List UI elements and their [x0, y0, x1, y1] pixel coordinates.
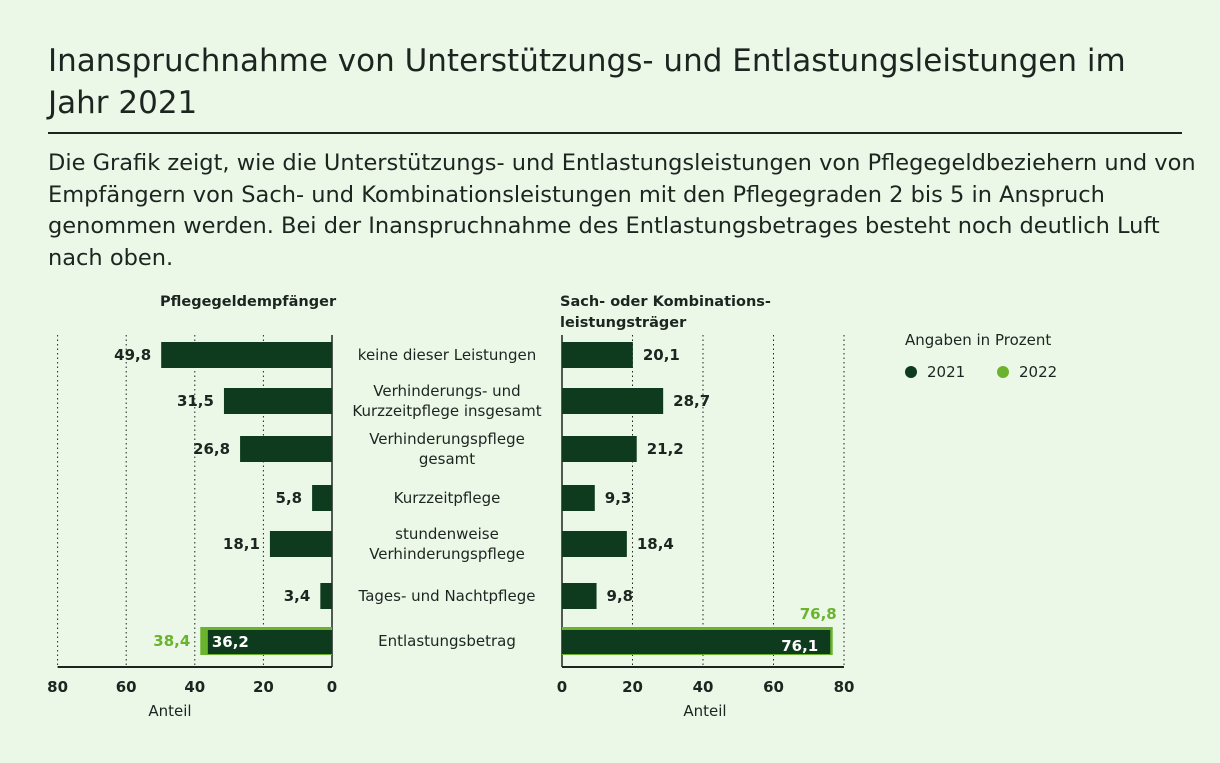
legend-item-2022: 2022 — [997, 363, 1057, 381]
right-tick-label: 40 — [693, 678, 714, 696]
bar-2021 — [312, 485, 332, 511]
bar-2021 — [320, 583, 332, 609]
left-tick-label: 40 — [184, 678, 205, 696]
right-tick-label: 0 — [557, 678, 567, 696]
right-panel-title-line2: leistungsträger — [560, 315, 687, 331]
right-tick-label: 80 — [834, 678, 855, 696]
data-label-2021: 28,7 — [673, 392, 710, 410]
bar-2021 — [562, 436, 637, 462]
bar-2021 — [562, 388, 664, 414]
data-label-2021: 5,8 — [276, 489, 303, 507]
category-label: keine dieser Leistungen — [358, 346, 536, 364]
bar-2021 — [562, 485, 595, 511]
right-tick-label: 20 — [622, 678, 643, 696]
data-label-2021: 9,8 — [607, 587, 634, 605]
bar-2021 — [240, 436, 332, 462]
bar-2021 — [269, 531, 332, 557]
right-tick-label: 60 — [763, 678, 784, 696]
bar-2021 — [161, 342, 332, 368]
bar-2021 — [562, 630, 831, 654]
category-label: Kurzzeitpflege insgesamt — [352, 402, 541, 420]
left-panel-title: Pflegegeldempfänger — [160, 294, 337, 310]
right-x-axis-label: Anteil — [683, 702, 726, 720]
data-label-2021: 26,8 — [193, 440, 230, 458]
data-label-2021: 21,2 — [647, 440, 684, 458]
data-label-2021: 20,1 — [643, 346, 680, 364]
data-label-2021: 36,2 — [212, 633, 249, 651]
category-label: Kurzzeitpflege — [394, 489, 501, 507]
category-label: gesamt — [419, 450, 475, 468]
left-tick-label: 0 — [327, 678, 337, 696]
legend-swatch-2021 — [905, 366, 917, 378]
legend-label-2021: 2021 — [927, 363, 966, 381]
bar-2021 — [562, 583, 597, 609]
legend-title: Angaben in Prozent — [905, 331, 1052, 349]
chart-subtitle: Die Grafik zeigt, wie die Unterstützungs… — [48, 150, 1196, 271]
bar-2021 — [207, 630, 332, 654]
data-label-2021: 31,5 — [177, 392, 214, 410]
category-label: Verhinderungs- und — [373, 382, 520, 400]
bar-2021 — [562, 531, 627, 557]
category-label: Verhinderungspflege — [369, 430, 525, 448]
left-tick-label: 60 — [116, 678, 137, 696]
data-label-2021: 49,8 — [114, 346, 151, 364]
left-x-axis-label: Anteil — [148, 702, 191, 720]
left-tick-label: 80 — [47, 678, 68, 696]
data-label-2021: 76,1 — [781, 637, 818, 655]
data-label-2022: 76,8 — [800, 605, 837, 623]
right-panel-title: Sach- oder Kombinations- leistungsträger — [560, 292, 771, 334]
bar-2021 — [223, 388, 332, 414]
bar-2021 — [562, 342, 633, 368]
category-label: Verhinderungspflege — [369, 545, 525, 563]
category-label: Entlastungsbetrag — [378, 632, 516, 650]
left-tick-label: 20 — [253, 678, 274, 696]
chart-title: Inanspruchnahme von Unterstützungs- und … — [48, 43, 1126, 121]
data-label-2021: 3,4 — [284, 587, 311, 605]
data-label-2021: 9,3 — [605, 489, 632, 507]
title-divider — [48, 132, 1182, 134]
data-label-2022: 38,4 — [153, 632, 190, 650]
data-label-2021: 18,4 — [637, 535, 674, 553]
category-label: stundenweise — [395, 525, 499, 543]
data-label-2021: 18,1 — [223, 535, 260, 553]
legend-label-2022: 2022 — [1019, 363, 1058, 381]
legend-item-2021: 2021 — [905, 363, 965, 381]
right-panel-title-line1: Sach- oder Kombinations- — [560, 294, 771, 310]
legend-swatch-2022 — [997, 366, 1009, 378]
category-label: Tages- und Nachtpflege — [358, 587, 536, 605]
